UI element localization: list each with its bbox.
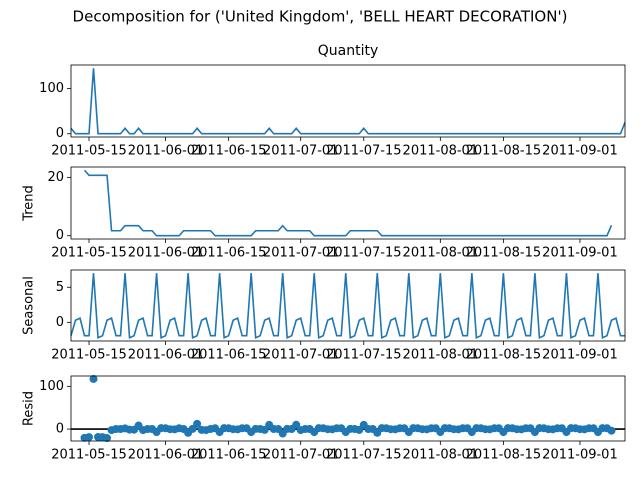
x-tick-label: 2011-08-15	[466, 448, 542, 463]
x-tick-label: 2011-08-01	[403, 448, 479, 463]
axes-frame	[70, 166, 626, 240]
data-point	[292, 420, 301, 429]
x-tick-label: 2011-07-15	[326, 448, 402, 463]
x-tick-label: 2011-06-01	[128, 246, 204, 261]
x-tick-label: 2011-06-01	[128, 348, 204, 363]
x-tick-label: 2011-07-15	[326, 348, 402, 363]
y-tick-label: 0	[56, 228, 64, 243]
data-line	[70, 68, 626, 135]
y-axis-label: Seasonal	[22, 276, 37, 335]
chart-title: Decomposition for ('United Kingdom', 'BE…	[73, 8, 568, 26]
y-tick-label: 0	[56, 422, 64, 437]
x-tick-label: 2011-08-15	[466, 348, 542, 363]
axes-frame	[70, 269, 626, 342]
x-tick-label: 2011-06-01	[128, 144, 204, 159]
y-tick-label: 100	[39, 379, 64, 394]
y-axis-label: Resid	[22, 391, 37, 426]
x-tick-label: 2011-09-01	[542, 448, 618, 463]
data-point	[89, 374, 98, 383]
x-tick-label: 2011-07-15	[326, 246, 402, 261]
x-tick-label: 2011-06-15	[191, 144, 267, 159]
x-tick-label: 2011-07-01	[263, 144, 339, 159]
x-tick-label: 2011-06-15	[191, 448, 267, 463]
data-point	[607, 426, 616, 435]
y-axis-label: Trend	[22, 185, 37, 222]
x-tick-label: 2011-08-01	[403, 246, 479, 261]
x-tick-label: 2011-09-01	[542, 144, 618, 159]
x-tick-label: 2011-05-15	[51, 448, 127, 463]
data-point	[85, 433, 94, 442]
x-tick-label: 2011-06-15	[191, 246, 267, 261]
x-tick-label: 2011-09-01	[542, 246, 618, 261]
y-tick-label: 20	[47, 170, 64, 185]
x-tick-label: 2011-05-15	[51, 348, 127, 363]
x-tick-label: 2011-09-01	[542, 348, 618, 363]
x-tick-label: 2011-08-01	[403, 144, 479, 159]
x-tick-label: 2011-07-01	[263, 448, 339, 463]
x-tick-label: 2011-08-15	[466, 144, 542, 159]
y-tick-label: 0	[56, 126, 64, 141]
y-tick-label: 5	[56, 280, 64, 295]
x-tick-label: 2011-05-15	[51, 246, 127, 261]
x-tick-label: 2011-06-01	[128, 448, 204, 463]
data-point	[193, 419, 202, 428]
y-tick-label: 100	[39, 81, 64, 96]
data-point	[103, 434, 112, 443]
panel-title: Quantity	[318, 43, 379, 59]
x-tick-label: 2011-06-15	[191, 348, 267, 363]
x-tick-label: 2011-07-01	[263, 246, 339, 261]
x-tick-label: 2011-07-15	[326, 144, 402, 159]
x-tick-label: 2011-08-01	[403, 348, 479, 363]
x-tick-label: 2011-05-15	[51, 144, 127, 159]
data-line	[70, 273, 625, 339]
x-tick-label: 2011-07-01	[263, 348, 339, 363]
axes-frame	[70, 375, 626, 442]
y-tick-label: 0	[56, 315, 64, 330]
axes-frame	[70, 64, 626, 138]
data-line	[83, 169, 613, 237]
x-tick-label: 2011-08-15	[466, 246, 542, 261]
